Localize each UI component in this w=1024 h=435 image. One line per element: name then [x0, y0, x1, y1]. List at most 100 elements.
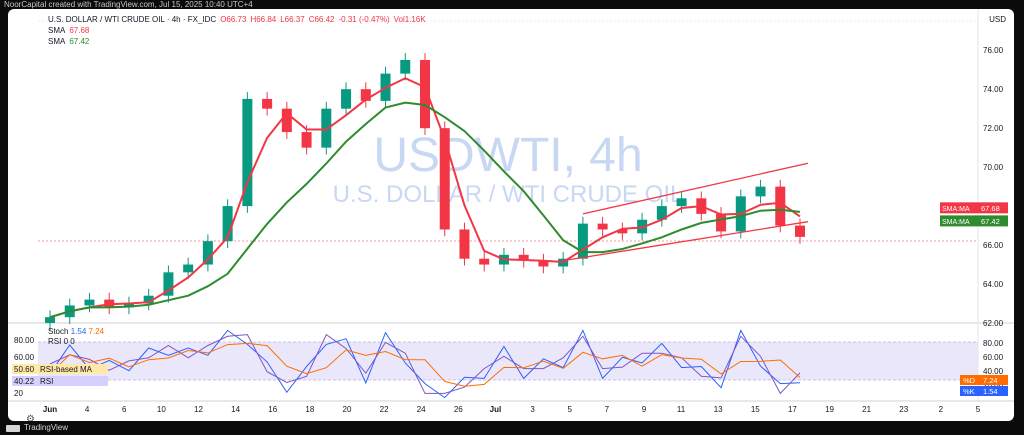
price-tick: 66.00 [983, 241, 1004, 250]
candle-body [656, 206, 667, 220]
tag-value-bg [978, 215, 1008, 227]
osc-left-tag: 80.00 [14, 336, 35, 345]
tradingview-brand: TradingView [24, 423, 69, 432]
price-chart[interactable]: USDWTI, 4h U.S. DOLLAR / WTI CRUDE OIL 7… [8, 9, 1014, 421]
time-tick: 6 [122, 405, 127, 414]
time-tick: 22 [380, 405, 389, 414]
time-tick: 10 [157, 405, 166, 414]
stoch-k-line [49, 329, 801, 399]
time-tick: 11 [677, 405, 686, 414]
left-tag-value: 60.00 [14, 353, 35, 362]
time-tick: Jul [490, 405, 502, 414]
osc-left-tag: 40.22 RSI [12, 376, 108, 386]
candle [755, 179, 766, 204]
time-tick: 4 [85, 405, 90, 414]
sma1-value: 67.68 [69, 26, 90, 35]
sma2-price-tag: SMA:MA 67.42 [940, 215, 1008, 227]
sma2-value: 67.42 [69, 37, 90, 46]
candle-body [360, 89, 371, 101]
moving-averages [49, 77, 801, 319]
candle-body [301, 132, 312, 148]
osc-left-tag: 60.00 [14, 353, 35, 362]
screenshot-caption: NoorCapital created with TradingView.com… [0, 0, 1024, 9]
price-tick: 70.00 [983, 163, 1004, 172]
open-value: O66.73 [220, 15, 247, 24]
left-tag-value: 40.22 [14, 377, 35, 386]
right-tag-value: 1.54 [983, 387, 998, 396]
left-tag-value: 50.60 [14, 365, 35, 374]
candle [676, 191, 687, 213]
chart-card[interactable]: USDWTI, 4h U.S. DOLLAR / WTI CRUDE OIL 7… [8, 9, 1014, 421]
tag-value-bg [978, 202, 1008, 214]
sma1-price-tag: SMA:MA 67.68 [940, 202, 1008, 214]
candle [420, 53, 430, 135]
candle [45, 310, 55, 330]
oscillator-band [38, 342, 978, 380]
time-tick: 23 [899, 405, 908, 414]
candle-body [795, 225, 805, 237]
candle-body [617, 229, 628, 234]
time-tick: 21 [862, 405, 871, 414]
time-axis[interactable]: Jun 4 6 10 12 14 16 18 20 22 24 26 Jul 3 5 7 9 11 13 15 17 19… [43, 405, 981, 414]
stoch-d-line [49, 342, 801, 387]
osc-left-tag: 20 [14, 389, 23, 398]
time-tick: 18 [305, 405, 314, 414]
price-tick: 62.00 [983, 319, 1004, 328]
tag-label: SMA:MA [942, 206, 970, 213]
time-tick: 19 [825, 405, 834, 414]
oscillator-legend: Stoch 1.54 7.24 RSI 0 0 [48, 327, 104, 347]
time-tick: 12 [194, 405, 203, 414]
price-tags: SMA:MA 67.68 SMA:MA 67.42 [940, 202, 1008, 227]
trend-channel [563, 162, 809, 262]
oscillator-axis: 80.00 60.00 40.00 20.00 80.00 60.00 50.60 RSI-b… [12, 336, 1008, 398]
candle-body [281, 108, 292, 133]
candle-body [242, 98, 253, 207]
candle [538, 253, 549, 274]
sma1-label[interactable]: SMA [48, 26, 66, 35]
candle [341, 82, 352, 116]
time-tick: 16 [268, 405, 277, 414]
left-tag-value: 20 [14, 389, 23, 398]
right-tag-label: %K [963, 387, 975, 396]
candle [518, 247, 529, 268]
tradingview-logo: TradingView [6, 421, 68, 435]
candle [84, 292, 95, 313]
rsi-extra: 0 0 [63, 337, 75, 346]
change-value: -0.31 (-0.47%) [338, 15, 390, 24]
left-tag-bg [12, 376, 108, 386]
oscillator-lines [49, 329, 801, 399]
rsi-label[interactable]: RSI [48, 337, 62, 346]
price-tick: 64.00 [983, 280, 1004, 289]
candle [143, 288, 154, 311]
symbol-title[interactable]: U.S. DOLLAR / WTI CRUDE OIL · 4h · FX_ID… [48, 15, 217, 24]
candle [617, 222, 628, 241]
candle [479, 251, 490, 272]
candle [775, 179, 786, 233]
candle [656, 199, 667, 227]
close-value: C66.42 [308, 15, 335, 24]
settings-gear-icon[interactable]: ⚙ [26, 414, 35, 421]
time-tick: 9 [642, 405, 647, 414]
time-tick: 13 [714, 405, 723, 414]
price-tick: 76.00 [983, 46, 1004, 55]
time-tick: 14 [231, 405, 240, 414]
candle-body [775, 186, 786, 226]
channel-upper-line [582, 162, 809, 215]
left-tag-bg [12, 364, 108, 374]
candle-body [597, 223, 608, 230]
candle-body [400, 59, 411, 74]
sma2-label[interactable]: SMA [48, 37, 66, 46]
stoch-label[interactable]: Stoch [48, 327, 69, 336]
candle-body [45, 317, 55, 323]
candle-body [222, 206, 233, 242]
candle [163, 265, 174, 303]
footer-bar: TradingView [0, 421, 1024, 435]
left-tag-label: RSI [40, 377, 53, 386]
tag-label: SMA:MA [942, 219, 970, 226]
stoch-k-value: 1.54 [70, 327, 87, 336]
candle-body [341, 89, 352, 109]
candle-body [439, 128, 450, 230]
rsi-line [49, 333, 801, 395]
candle [262, 92, 273, 116]
